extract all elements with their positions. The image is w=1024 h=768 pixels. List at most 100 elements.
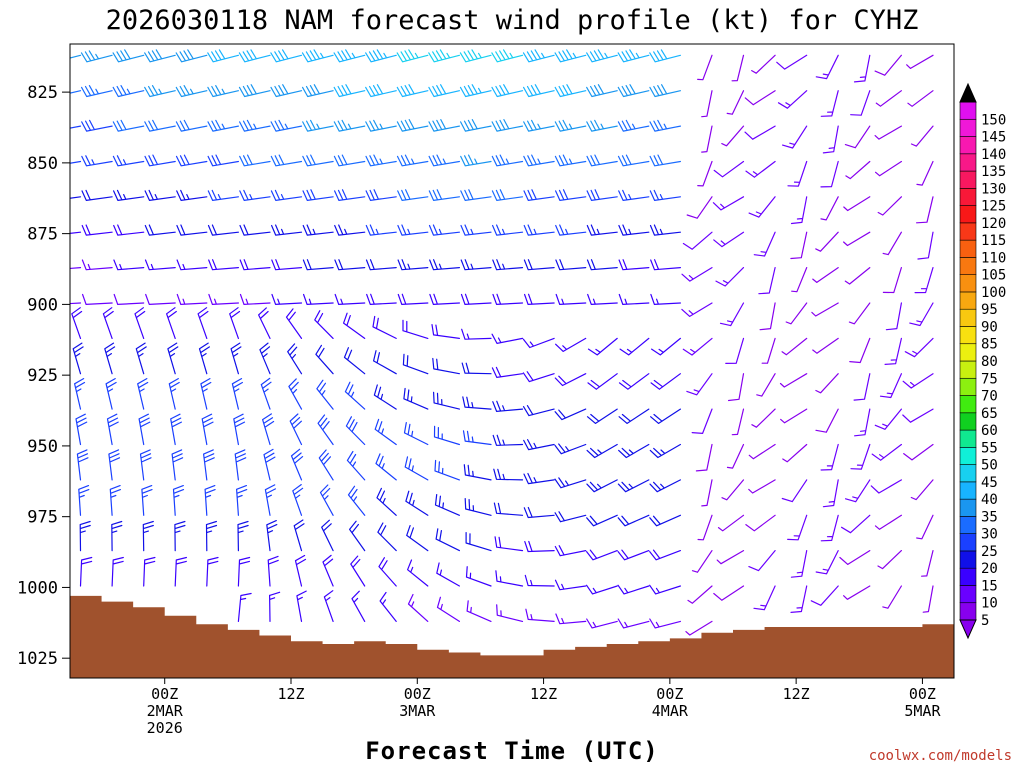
wind-barb <box>681 267 713 282</box>
wind-barb <box>302 84 334 98</box>
colorbar-label: 5 <box>981 613 989 629</box>
y-tick-label: 850 <box>27 154 58 174</box>
wind-barb <box>586 584 618 595</box>
colorbar-label: 15 <box>981 578 998 594</box>
wind-barb <box>372 315 397 339</box>
wind-barb <box>617 618 650 629</box>
wind-barb <box>555 224 587 236</box>
wind-barb <box>844 125 871 149</box>
wind-barb <box>522 337 555 349</box>
wind-barb <box>433 391 460 410</box>
colorbar-segment <box>959 222 977 241</box>
wind-barb <box>854 408 871 437</box>
wind-barb <box>523 472 555 485</box>
wind-barb <box>649 224 681 236</box>
wind-barb <box>649 119 681 132</box>
colorbar-label: 20 <box>981 561 998 577</box>
wind-barb <box>717 514 745 532</box>
wind-barb <box>365 84 397 98</box>
wind-barb <box>790 550 808 578</box>
wind-barb <box>434 494 460 516</box>
wind-barb <box>495 570 524 587</box>
wind-barb <box>334 189 366 201</box>
wind-barb <box>916 196 934 224</box>
wind-barb <box>239 154 271 167</box>
colorbar-segment <box>959 308 977 327</box>
colorbar-segment <box>959 447 977 465</box>
wind-barb <box>138 413 151 446</box>
wind-barb <box>333 49 366 63</box>
wind-barb <box>70 231 82 234</box>
wind-barb <box>303 293 334 305</box>
wind-barb <box>167 342 179 375</box>
colorbar-label: 100 <box>981 285 1006 301</box>
wind-barb <box>344 381 366 410</box>
wind-barb <box>347 485 366 516</box>
wind-barb <box>491 49 524 63</box>
wind-barb <box>586 119 618 132</box>
y-tick-label: 900 <box>27 295 58 315</box>
colorbar-segment <box>959 136 977 155</box>
wind-barb <box>777 90 808 109</box>
wind-barb <box>697 160 713 187</box>
colorbar-segment <box>959 585 977 604</box>
wind-barb <box>321 519 334 552</box>
colorbar-label: 10 <box>981 596 998 612</box>
wind-barb <box>782 125 808 149</box>
wind-barb <box>701 479 713 507</box>
colorbar-segment <box>959 481 977 500</box>
wind-barb <box>302 259 334 271</box>
wind-barb <box>259 342 271 375</box>
wind-barb <box>618 373 650 390</box>
wind-barb <box>522 49 555 63</box>
wind-barb <box>695 443 713 472</box>
wind-barb <box>141 485 153 516</box>
wind-barb <box>402 353 429 375</box>
wind-barb <box>874 125 902 140</box>
wind-barb <box>554 119 587 132</box>
wind-barb <box>744 125 776 140</box>
wind-barb <box>491 154 524 167</box>
wind-barb <box>649 189 681 201</box>
wind-barb <box>109 485 121 516</box>
wind-barb <box>850 443 871 470</box>
wind-barb <box>844 267 871 285</box>
wind-barb <box>815 373 839 394</box>
wind-barb <box>145 293 176 305</box>
wind-barb <box>460 154 492 167</box>
wind-barb <box>176 259 208 271</box>
colorbar-segment <box>959 343 977 362</box>
wind-barb <box>922 585 934 613</box>
colorbar-label: 80 <box>981 354 998 370</box>
wind-barb <box>586 514 618 527</box>
wind-barb <box>461 328 492 340</box>
wind-barb <box>333 84 366 98</box>
colorbar-label: 110 <box>981 250 1006 266</box>
x-tick-label: 2026 <box>147 719 183 737</box>
wind-barb <box>366 293 397 305</box>
wind-barb <box>175 85 208 98</box>
y-tick-label: 1025 <box>17 649 58 669</box>
wind-barb <box>791 267 808 293</box>
x-tick-label: 5MAR <box>904 702 941 720</box>
wind-barb <box>176 293 208 305</box>
wind-barb <box>618 224 650 236</box>
wind-barb <box>586 618 618 629</box>
wind-barb <box>376 487 397 516</box>
wind-barb <box>523 506 555 519</box>
wind-barb <box>649 49 681 63</box>
wind-barb <box>811 302 839 317</box>
wind-barb <box>317 414 334 446</box>
wind-barb <box>697 54 713 81</box>
colorbar-label: 150 <box>981 112 1006 128</box>
wind-barb <box>428 154 460 167</box>
wind-barb <box>853 373 871 401</box>
wind-barb <box>239 293 271 305</box>
wind-barb <box>70 54 82 59</box>
wind-barb <box>745 160 776 178</box>
wind-barb <box>492 293 524 305</box>
wind-barb <box>524 293 555 305</box>
wind-barb <box>554 84 587 98</box>
wind-barb <box>586 259 618 271</box>
wind-barb <box>81 85 113 98</box>
